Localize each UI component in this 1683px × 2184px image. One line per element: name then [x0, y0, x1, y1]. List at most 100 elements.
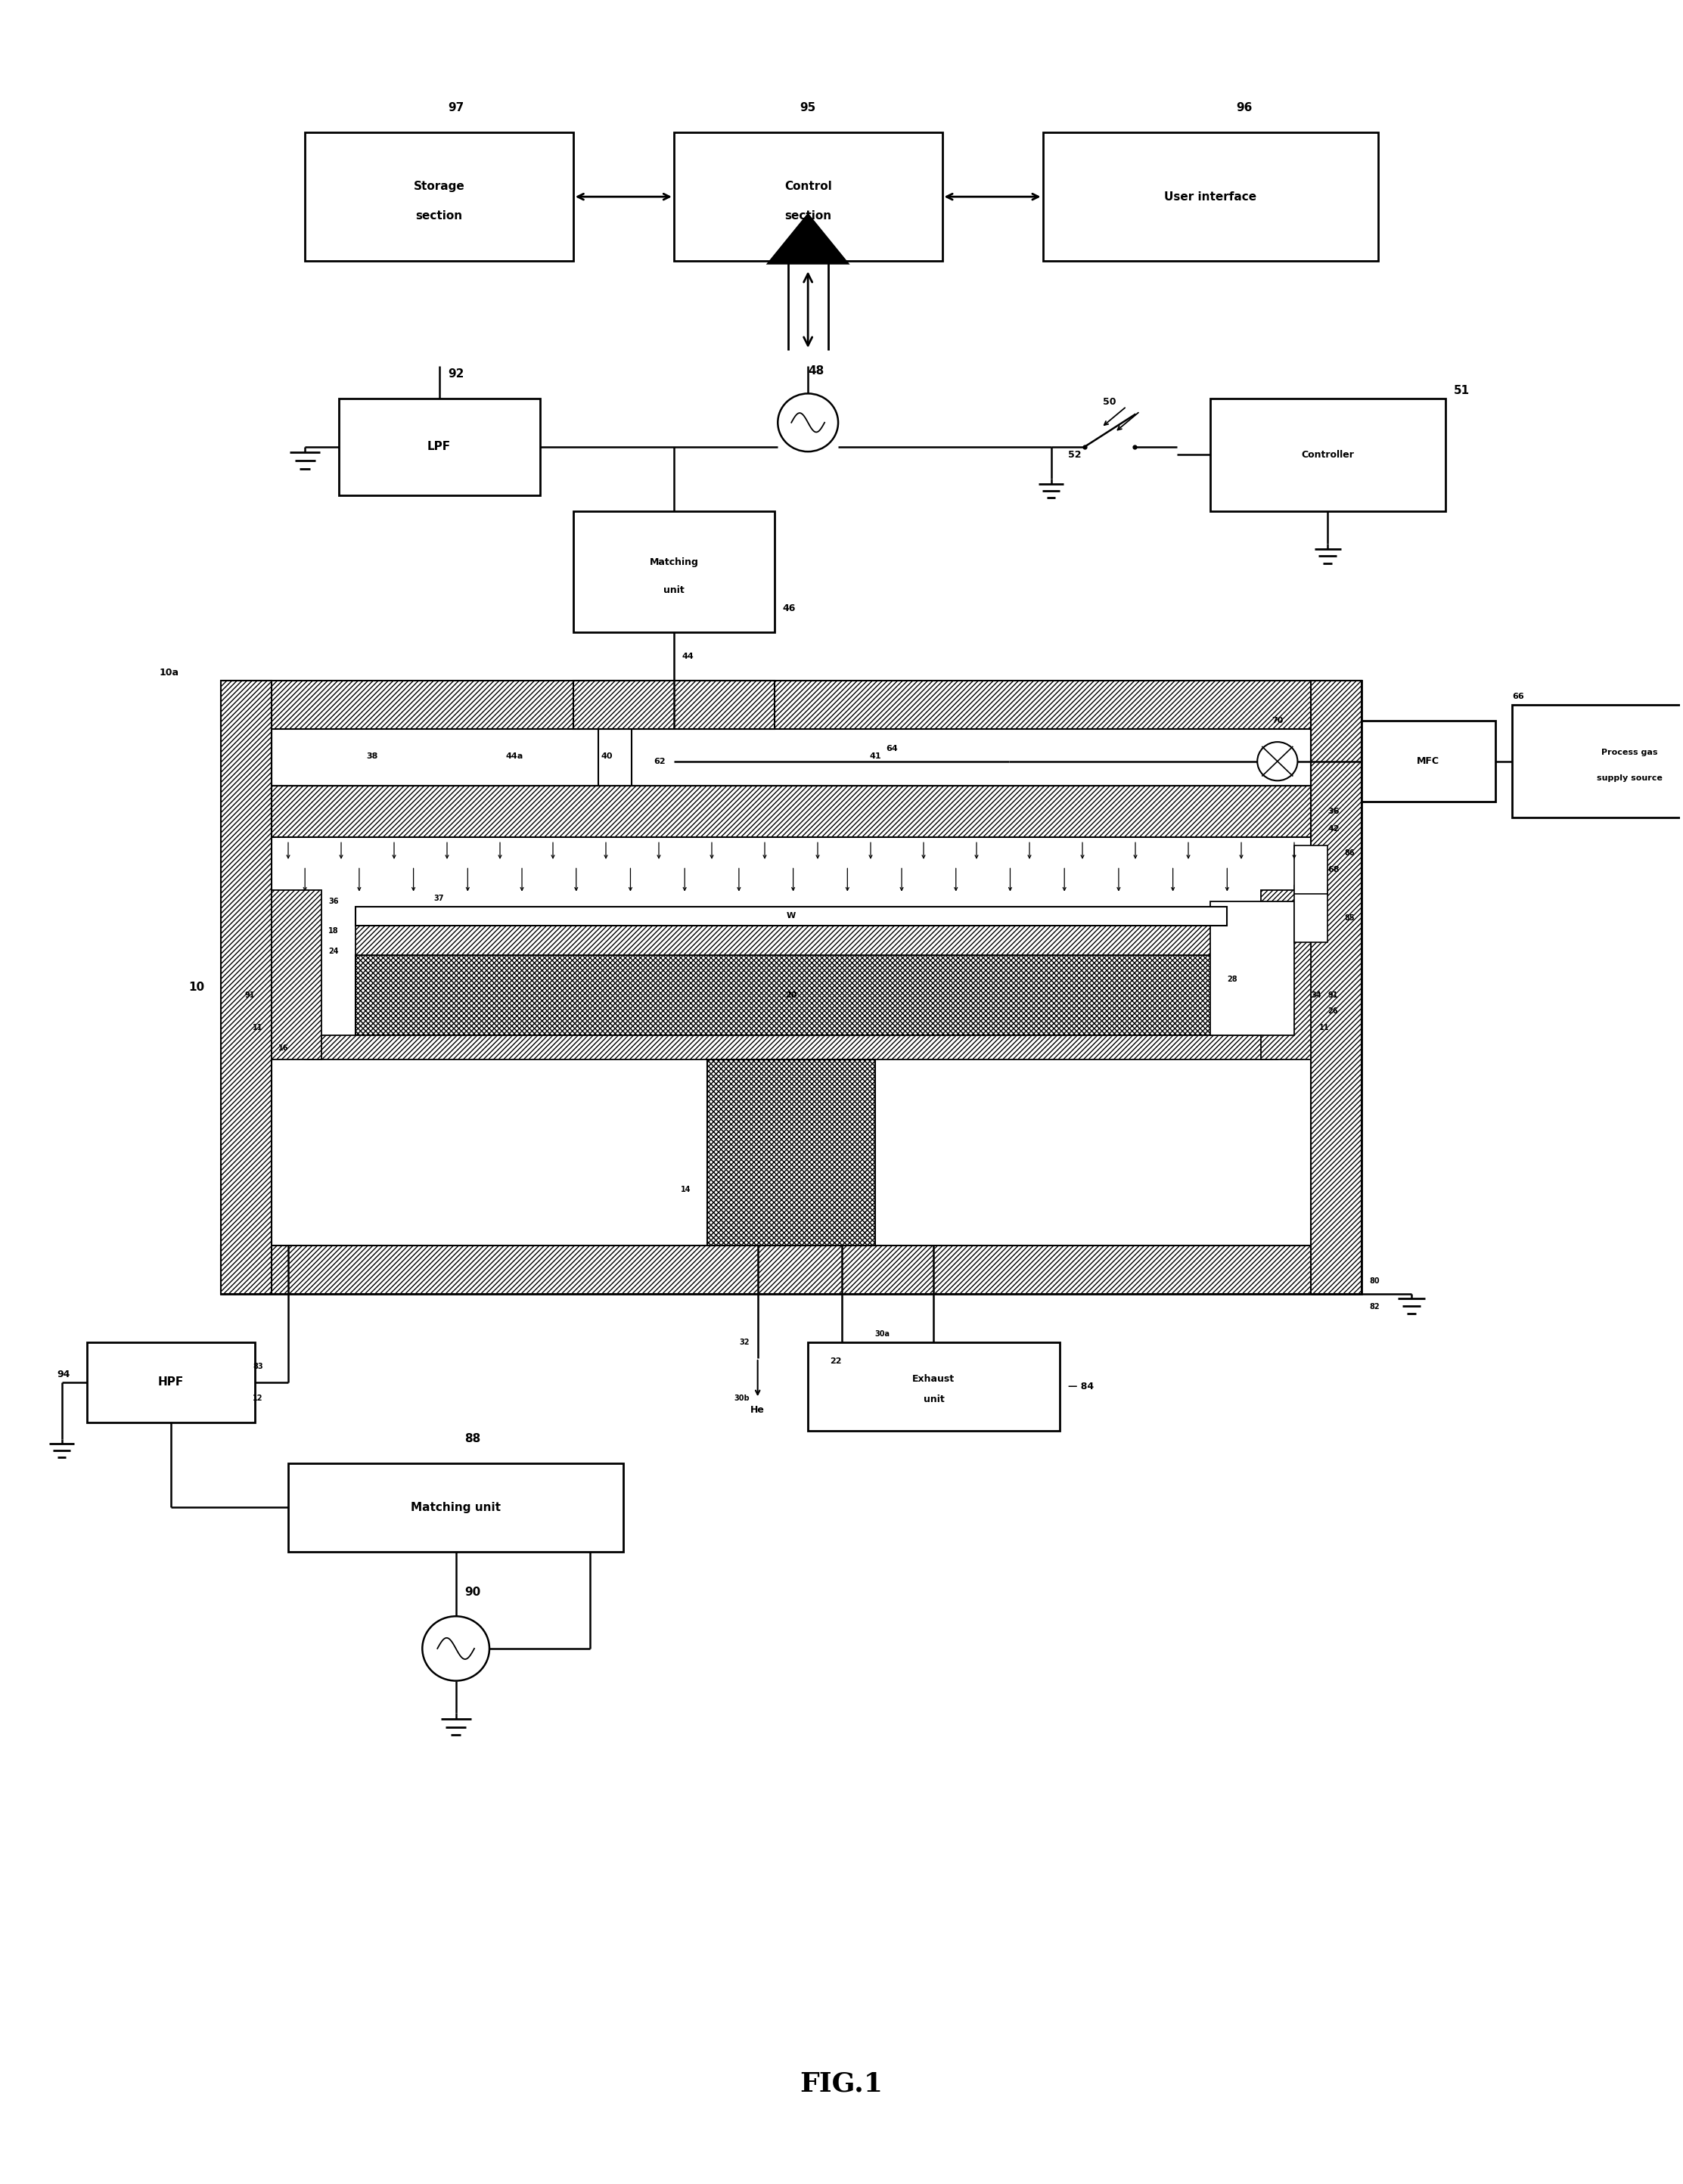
Text: 18: 18: [328, 926, 338, 935]
Text: 24: 24: [328, 948, 338, 954]
Text: unit: unit: [663, 585, 685, 594]
Text: 37: 37: [434, 895, 444, 902]
Bar: [355, 954, 1227, 1035]
Bar: [220, 681, 1362, 729]
Text: 42: 42: [1328, 826, 1340, 832]
Bar: [271, 891, 321, 1059]
Bar: [88, 1341, 254, 1422]
Text: User interface: User interface: [1165, 190, 1257, 203]
Text: 82: 82: [1370, 1304, 1380, 1310]
Text: W: W: [786, 913, 796, 919]
Text: 38: 38: [367, 753, 379, 760]
Text: 30b: 30b: [734, 1396, 749, 1402]
Circle shape: [1257, 743, 1298, 780]
Text: HPF: HPF: [158, 1376, 183, 1389]
Text: section: section: [784, 210, 831, 223]
Text: 68: 68: [1328, 865, 1340, 874]
Text: Process gas: Process gas: [1601, 749, 1658, 756]
Text: section: section: [416, 210, 463, 223]
Text: 36: 36: [1328, 808, 1340, 815]
Bar: [1261, 891, 1311, 1059]
Bar: [305, 1035, 1277, 1059]
Text: 41: 41: [868, 753, 880, 760]
Text: 83: 83: [252, 1363, 263, 1369]
Bar: [220, 1245, 1362, 1293]
Bar: [673, 133, 942, 262]
Text: 34: 34: [1311, 992, 1321, 998]
Text: 50: 50: [1102, 397, 1116, 406]
Text: Matching unit: Matching unit: [411, 1503, 502, 1514]
Text: 14: 14: [680, 1186, 690, 1192]
Text: Exhaust: Exhaust: [912, 1374, 954, 1385]
Text: 95: 95: [799, 103, 816, 114]
Text: 44: 44: [682, 653, 693, 660]
Bar: [305, 133, 574, 262]
Text: 22: 22: [830, 1358, 842, 1365]
Text: 70: 70: [1272, 716, 1282, 725]
Text: 86: 86: [1345, 850, 1355, 856]
Text: 52: 52: [1067, 450, 1080, 461]
Text: 32: 32: [739, 1339, 749, 1345]
Text: 96: 96: [1235, 103, 1252, 114]
Bar: [1043, 133, 1378, 262]
Text: 64: 64: [885, 745, 897, 751]
Bar: [707, 1059, 875, 1245]
Bar: [1210, 902, 1294, 1035]
Text: Control: Control: [784, 181, 831, 192]
Text: 48: 48: [808, 365, 825, 376]
Text: Controller: Controller: [1301, 450, 1355, 461]
Bar: [1513, 705, 1683, 817]
Text: supply source: supply source: [1597, 775, 1663, 782]
Bar: [338, 397, 540, 496]
Text: 85: 85: [1345, 913, 1355, 922]
Text: 51: 51: [1454, 384, 1469, 395]
Bar: [288, 1463, 623, 1553]
Circle shape: [422, 1616, 490, 1682]
Text: Matching: Matching: [650, 557, 698, 568]
Polygon shape: [766, 212, 850, 264]
Text: 30a: 30a: [875, 1330, 890, 1339]
Bar: [271, 786, 1311, 836]
Text: 66: 66: [1513, 692, 1525, 701]
Bar: [1210, 397, 1446, 511]
Text: 91: 91: [244, 992, 254, 998]
Text: 88: 88: [465, 1433, 481, 1444]
Text: MFC: MFC: [1417, 756, 1439, 767]
Bar: [1294, 845, 1328, 893]
Text: 62: 62: [653, 758, 665, 764]
Text: unit: unit: [924, 1396, 944, 1404]
Text: 46: 46: [783, 603, 796, 614]
Bar: [808, 1341, 1060, 1431]
Text: 36: 36: [328, 898, 338, 906]
Text: 28: 28: [1227, 976, 1237, 983]
Circle shape: [778, 393, 838, 452]
Text: 11: 11: [1319, 1024, 1330, 1031]
Bar: [1294, 885, 1328, 941]
Text: 12: 12: [252, 1396, 263, 1402]
Bar: [355, 926, 1227, 954]
Text: — 84: — 84: [1067, 1382, 1094, 1391]
Bar: [1362, 721, 1496, 802]
Text: 80: 80: [1370, 1278, 1380, 1284]
Text: 20: 20: [786, 992, 798, 998]
Text: 11: 11: [252, 1024, 263, 1031]
Text: FIG.1: FIG.1: [799, 2070, 884, 2097]
Text: 10a: 10a: [160, 668, 178, 677]
Bar: [574, 511, 774, 631]
Text: 92: 92: [448, 369, 465, 380]
Text: 94: 94: [57, 1369, 71, 1380]
Text: LPF: LPF: [427, 441, 451, 452]
Text: 16: 16: [278, 1044, 288, 1053]
Bar: [220, 681, 271, 1293]
Bar: [574, 681, 774, 729]
Text: 97: 97: [448, 103, 465, 114]
Bar: [355, 906, 1227, 926]
Text: 44a: 44a: [505, 753, 523, 760]
Text: 26: 26: [1328, 1007, 1338, 1016]
Text: 40: 40: [601, 753, 613, 760]
Text: He: He: [751, 1404, 764, 1415]
Bar: [220, 681, 1362, 1293]
Text: 90: 90: [465, 1586, 481, 1599]
Text: 10: 10: [188, 981, 204, 994]
Text: 91: 91: [1328, 992, 1338, 998]
